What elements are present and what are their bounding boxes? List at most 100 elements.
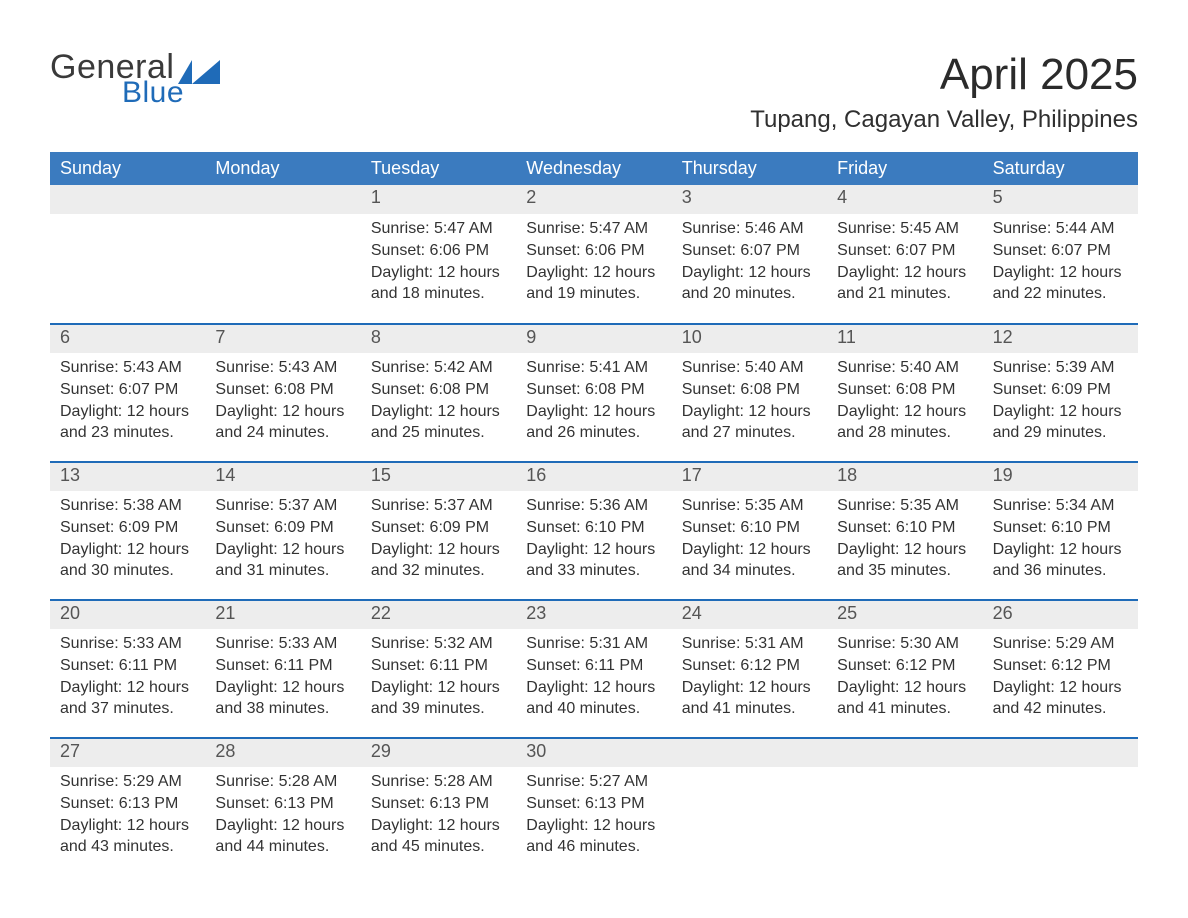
day-number-strip: 27282930 [50, 739, 1138, 767]
day-cell: Sunrise: 5:35 AMSunset: 6:10 PMDaylight:… [827, 491, 982, 599]
daylight-line: Daylight: 12 hours and 40 minutes. [526, 677, 661, 720]
sunrise-line: Sunrise: 5:47 AM [371, 218, 506, 240]
weekday-label: Wednesday [516, 152, 671, 185]
day-number [827, 739, 982, 767]
sunset-line: Sunset: 6:13 PM [526, 793, 661, 815]
sunset-line: Sunset: 6:06 PM [526, 240, 661, 262]
sunrise-line: Sunrise: 5:43 AM [60, 357, 195, 379]
day-cell: Sunrise: 5:39 AMSunset: 6:09 PMDaylight:… [983, 353, 1138, 461]
sunrise-line: Sunrise: 5:31 AM [682, 633, 817, 655]
daylight-line: Daylight: 12 hours and 28 minutes. [837, 401, 972, 444]
day-cell: Sunrise: 5:31 AMSunset: 6:12 PMDaylight:… [672, 629, 827, 737]
sunset-line: Sunset: 6:08 PM [837, 379, 972, 401]
day-cell [672, 767, 827, 875]
sunrise-line: Sunrise: 5:40 AM [837, 357, 972, 379]
day-number: 8 [361, 325, 516, 353]
day-cell: Sunrise: 5:30 AMSunset: 6:12 PMDaylight:… [827, 629, 982, 737]
day-cell: Sunrise: 5:42 AMSunset: 6:08 PMDaylight:… [361, 353, 516, 461]
location-subtitle: Tupang, Cagayan Valley, Philippines [750, 106, 1138, 134]
weekday-label: Tuesday [361, 152, 516, 185]
day-cell: Sunrise: 5:46 AMSunset: 6:07 PMDaylight:… [672, 214, 827, 323]
day-cell: Sunrise: 5:45 AMSunset: 6:07 PMDaylight:… [827, 214, 982, 323]
sunset-line: Sunset: 6:13 PM [215, 793, 350, 815]
sunset-line: Sunset: 6:08 PM [215, 379, 350, 401]
day-cell [205, 214, 360, 323]
daylight-line: Daylight: 12 hours and 45 minutes. [371, 815, 506, 858]
sunset-line: Sunset: 6:07 PM [60, 379, 195, 401]
daylight-line: Daylight: 12 hours and 20 minutes. [682, 262, 817, 305]
sunrise-line: Sunrise: 5:28 AM [215, 771, 350, 793]
day-cell: Sunrise: 5:40 AMSunset: 6:08 PMDaylight:… [672, 353, 827, 461]
day-number: 6 [50, 325, 205, 353]
day-cell: Sunrise: 5:44 AMSunset: 6:07 PMDaylight:… [983, 214, 1138, 323]
daylight-line: Daylight: 12 hours and 35 minutes. [837, 539, 972, 582]
sunset-line: Sunset: 6:07 PM [682, 240, 817, 262]
day-number: 22 [361, 601, 516, 629]
brand-word2: Blue [122, 78, 220, 108]
weekday-label: Thursday [672, 152, 827, 185]
weekday-label: Saturday [983, 152, 1138, 185]
day-number: 11 [827, 325, 982, 353]
sunrise-line: Sunrise: 5:32 AM [371, 633, 506, 655]
day-cell: Sunrise: 5:47 AMSunset: 6:06 PMDaylight:… [361, 214, 516, 323]
daylight-line: Daylight: 12 hours and 41 minutes. [837, 677, 972, 720]
sunrise-line: Sunrise: 5:42 AM [371, 357, 506, 379]
sunset-line: Sunset: 6:11 PM [526, 655, 661, 677]
day-number: 3 [672, 185, 827, 214]
day-cell: Sunrise: 5:40 AMSunset: 6:08 PMDaylight:… [827, 353, 982, 461]
sunrise-line: Sunrise: 5:36 AM [526, 495, 661, 517]
sunset-line: Sunset: 6:06 PM [371, 240, 506, 262]
day-cell: Sunrise: 5:37 AMSunset: 6:09 PMDaylight:… [361, 491, 516, 599]
calendar: SundayMondayTuesdayWednesdayThursdayFrid… [50, 152, 1138, 875]
sunrise-line: Sunrise: 5:38 AM [60, 495, 195, 517]
day-number: 10 [672, 325, 827, 353]
sunset-line: Sunset: 6:07 PM [837, 240, 972, 262]
sunrise-line: Sunrise: 5:29 AM [993, 633, 1128, 655]
sunrise-line: Sunrise: 5:41 AM [526, 357, 661, 379]
sunrise-line: Sunrise: 5:28 AM [371, 771, 506, 793]
day-number: 15 [361, 463, 516, 491]
day-cell: Sunrise: 5:35 AMSunset: 6:10 PMDaylight:… [672, 491, 827, 599]
sunset-line: Sunset: 6:11 PM [215, 655, 350, 677]
day-cell: Sunrise: 5:28 AMSunset: 6:13 PMDaylight:… [361, 767, 516, 875]
sunrise-line: Sunrise: 5:37 AM [215, 495, 350, 517]
day-number: 26 [983, 601, 1138, 629]
sunrise-line: Sunrise: 5:44 AM [993, 218, 1128, 240]
sunset-line: Sunset: 6:09 PM [993, 379, 1128, 401]
sunrise-line: Sunrise: 5:31 AM [526, 633, 661, 655]
day-cell: Sunrise: 5:36 AMSunset: 6:10 PMDaylight:… [516, 491, 671, 599]
sunrise-line: Sunrise: 5:34 AM [993, 495, 1128, 517]
day-number: 5 [983, 185, 1138, 214]
day-number-strip: 13141516171819 [50, 463, 1138, 491]
calendar-week: 27282930Sunrise: 5:29 AMSunset: 6:13 PMD… [50, 737, 1138, 875]
weekday-header: SundayMondayTuesdayWednesdayThursdayFrid… [50, 152, 1138, 185]
sunset-line: Sunset: 6:13 PM [371, 793, 506, 815]
day-cell: Sunrise: 5:43 AMSunset: 6:08 PMDaylight:… [205, 353, 360, 461]
day-number: 7 [205, 325, 360, 353]
day-cell [983, 767, 1138, 875]
day-number: 14 [205, 463, 360, 491]
day-number: 13 [50, 463, 205, 491]
day-number: 9 [516, 325, 671, 353]
calendar-week: 6789101112Sunrise: 5:43 AMSunset: 6:07 P… [50, 323, 1138, 461]
day-number: 25 [827, 601, 982, 629]
daylight-line: Daylight: 12 hours and 19 minutes. [526, 262, 661, 305]
daylight-line: Daylight: 12 hours and 23 minutes. [60, 401, 195, 444]
day-cell: Sunrise: 5:41 AMSunset: 6:08 PMDaylight:… [516, 353, 671, 461]
sunset-line: Sunset: 6:09 PM [60, 517, 195, 539]
daylight-line: Daylight: 12 hours and 25 minutes. [371, 401, 506, 444]
weekday-label: Sunday [50, 152, 205, 185]
sunset-line: Sunset: 6:12 PM [682, 655, 817, 677]
daylight-line: Daylight: 12 hours and 24 minutes. [215, 401, 350, 444]
daylight-line: Daylight: 12 hours and 43 minutes. [60, 815, 195, 858]
daylight-line: Daylight: 12 hours and 32 minutes. [371, 539, 506, 582]
daylight-line: Daylight: 12 hours and 18 minutes. [371, 262, 506, 305]
day-number: 2 [516, 185, 671, 214]
sunset-line: Sunset: 6:08 PM [682, 379, 817, 401]
day-number [205, 185, 360, 214]
day-number: 21 [205, 601, 360, 629]
day-cell: Sunrise: 5:32 AMSunset: 6:11 PMDaylight:… [361, 629, 516, 737]
day-number-strip: 12345 [50, 185, 1138, 214]
sunset-line: Sunset: 6:11 PM [60, 655, 195, 677]
sunrise-line: Sunrise: 5:45 AM [837, 218, 972, 240]
